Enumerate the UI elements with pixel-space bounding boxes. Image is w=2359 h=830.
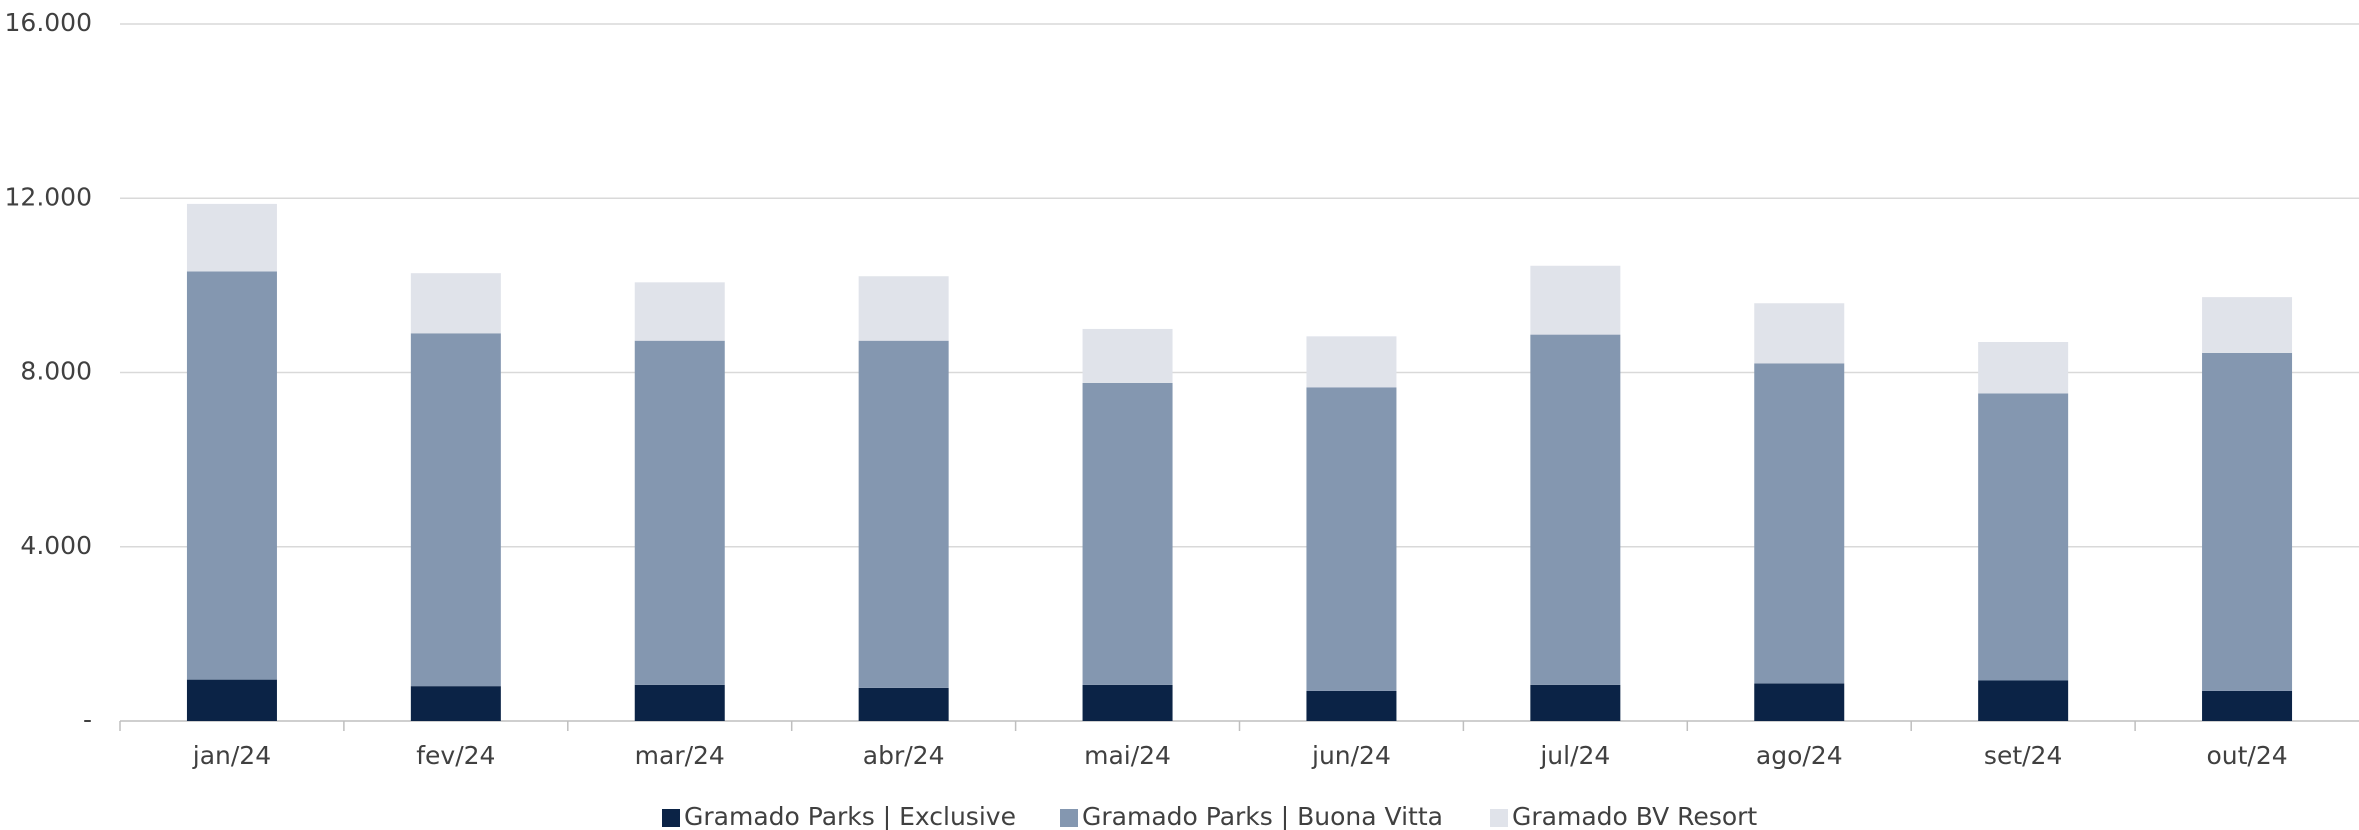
x-tick-label: jan/24	[192, 741, 271, 770]
bar-segment	[1530, 265, 1621, 335]
y-tick-label: 4.000	[20, 531, 92, 560]
bar-segment	[410, 273, 501, 334]
x-tick-label: out/24	[2206, 741, 2287, 770]
y-tick-label: -	[83, 705, 92, 734]
bar-segment	[1306, 336, 1397, 388]
bar-segment	[2202, 352, 2293, 691]
bar-segment	[1082, 382, 1173, 685]
bar-segment	[858, 687, 949, 721]
bar-segment	[1530, 334, 1621, 685]
legend-swatch	[1490, 809, 1508, 827]
bar-segment	[1754, 683, 1845, 721]
bar-segment	[186, 679, 277, 721]
bar-segment	[2202, 690, 2293, 721]
bar-segment	[634, 340, 725, 685]
bar-segment	[1306, 387, 1397, 691]
bar-segment	[186, 271, 277, 680]
bar-segment	[858, 340, 949, 688]
x-tick-label: set/24	[1984, 741, 2062, 770]
x-tick-label: jun/24	[1311, 741, 1391, 770]
y-tick-label: 8.000	[20, 357, 92, 386]
bar-segment	[634, 282, 725, 341]
bar-segment	[410, 686, 501, 721]
legend-swatch	[662, 809, 680, 827]
bar-segment	[1306, 690, 1397, 721]
legend-label: Gramado Parks | Exclusive	[684, 802, 1016, 830]
legend-swatch	[1060, 809, 1078, 827]
legend-label: Gramado BV Resort	[1512, 802, 1757, 830]
bar-segment	[1978, 680, 2069, 721]
x-tick-label: mar/24	[635, 741, 725, 770]
x-tick-label: abr/24	[863, 741, 945, 770]
y-tick-label: 16.000	[5, 8, 92, 37]
x-tick-label: fev/24	[416, 741, 495, 770]
bar-segment	[186, 203, 277, 272]
x-tick-label: jul/24	[1539, 741, 1610, 770]
bar-segment	[410, 333, 501, 687]
bar-segment	[858, 276, 949, 341]
bar-segment	[2202, 297, 2293, 353]
bar-segment	[634, 684, 725, 721]
legend-label: Gramado Parks | Buona Vitta	[1082, 802, 1443, 830]
bar-segment	[1754, 303, 1845, 364]
bar-segment	[1082, 684, 1173, 721]
bar-segment	[1530, 684, 1621, 721]
bar-segment	[1754, 363, 1845, 684]
bar-segment	[1978, 393, 2069, 681]
bar-segment	[1082, 328, 1173, 383]
bar-segment	[1978, 342, 2069, 394]
x-tick-label: mai/24	[1084, 741, 1171, 770]
y-tick-label: 12.000	[5, 182, 92, 211]
x-tick-label: ago/24	[1756, 741, 1843, 770]
